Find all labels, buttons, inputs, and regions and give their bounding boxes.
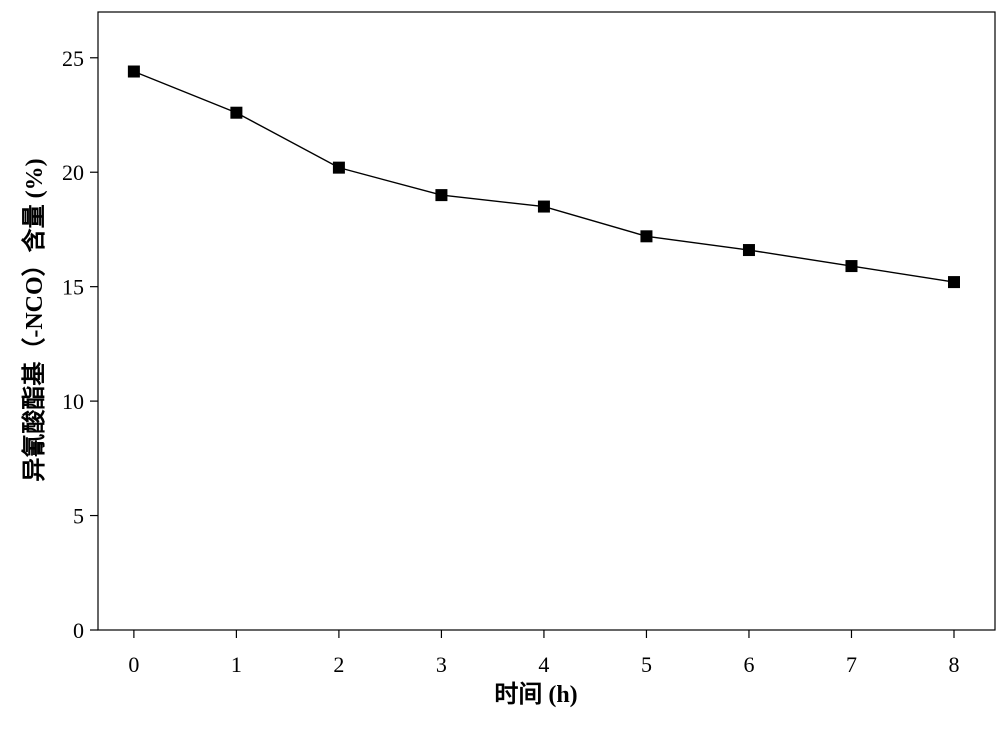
data-point-marker xyxy=(845,260,858,273)
y-axis-title: 异氰酸酯基（-NCO）含量 (%) xyxy=(20,158,48,481)
data-point-marker xyxy=(435,189,448,202)
y-tick-label: 25 xyxy=(62,46,84,71)
data-point-marker xyxy=(742,244,755,257)
series xyxy=(127,65,960,289)
y-tick-label: 0 xyxy=(73,618,84,643)
x-tick-label: 8 xyxy=(948,652,959,677)
y-tick-label: 20 xyxy=(62,160,84,185)
plot-frame xyxy=(97,11,996,631)
x-axis-title: 时间 (h) xyxy=(494,681,577,708)
series-line xyxy=(133,70,955,283)
data-point-marker xyxy=(947,276,960,289)
x-tick-label: 3 xyxy=(436,652,447,677)
x-tick-label: 2 xyxy=(333,652,344,677)
x-tick-label: 4 xyxy=(538,652,549,677)
y-tick-label: 10 xyxy=(62,389,84,414)
x-tick-label: 6 xyxy=(743,652,754,677)
y-tick-label: 15 xyxy=(62,275,84,300)
data-point-marker xyxy=(537,200,550,213)
data-point-marker xyxy=(230,106,243,119)
x-tick-label: 0 xyxy=(128,652,139,677)
axes xyxy=(97,11,996,631)
data-point-marker xyxy=(640,230,653,243)
data-point-marker xyxy=(332,161,345,174)
y-tick-label: 5 xyxy=(73,504,84,529)
x-tick-label: 1 xyxy=(231,652,242,677)
ticks: 0 1 2 3 4 5 6 7 8 0 5 10 15 20 25 xyxy=(62,46,959,677)
x-tick-label: 7 xyxy=(846,652,857,677)
x-tick-label: 5 xyxy=(641,652,652,677)
data-point-marker xyxy=(127,65,140,78)
